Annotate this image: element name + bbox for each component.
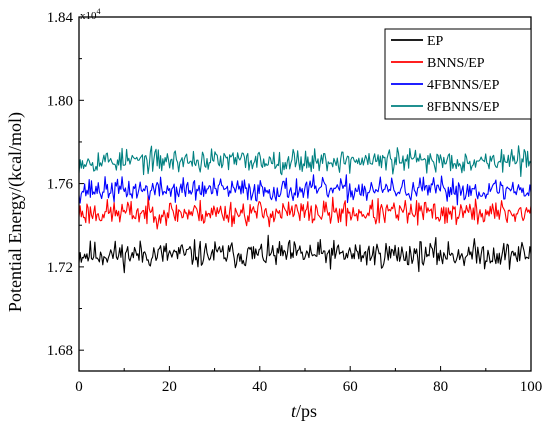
legend-label: 8FBNNS/EP bbox=[427, 100, 500, 115]
series-line-4 bbox=[78, 145, 532, 178]
x-tick-label: 0 bbox=[75, 379, 83, 395]
x-axis-title: t/ps bbox=[291, 401, 317, 421]
x-tick-label: 20 bbox=[162, 379, 177, 395]
labels-layer: 0 20 40 60 80 100 1.68 1.72 1.76 1.80 1.84 bbox=[47, 10, 543, 395]
x-tick-label: 100 bbox=[520, 379, 543, 395]
y-axis-title: Potential Energy/(kcal/mol) bbox=[5, 112, 26, 312]
legend-label: BNNS/EP bbox=[427, 56, 485, 71]
legend: EP BNNS/EP 4FBNNS/EP 8FBNNS/EP bbox=[384, 28, 532, 120]
y-tick-label: 1.72 bbox=[47, 260, 73, 276]
y-tick-label: 1.68 bbox=[47, 343, 73, 359]
legend-label: EP bbox=[427, 34, 444, 49]
series-line-3 bbox=[78, 174, 532, 206]
y-tick-label: 1.80 bbox=[47, 93, 73, 109]
x-tick-label: 40 bbox=[252, 379, 267, 395]
x-tick-label: 60 bbox=[343, 379, 358, 395]
series-line-2 bbox=[78, 194, 532, 230]
y-tick-label: 1.76 bbox=[47, 177, 74, 193]
x-tick-label: 80 bbox=[433, 379, 448, 395]
series-line-1 bbox=[78, 234, 532, 274]
ticks-layer bbox=[78, 16, 532, 371]
legend-box bbox=[384, 28, 532, 120]
y-tick-label: 1.84 bbox=[47, 10, 74, 26]
series-layer bbox=[78, 145, 532, 274]
legend-label: 4FBNNS/EP bbox=[427, 78, 500, 93]
y-multiplier: x104 bbox=[80, 7, 101, 22]
